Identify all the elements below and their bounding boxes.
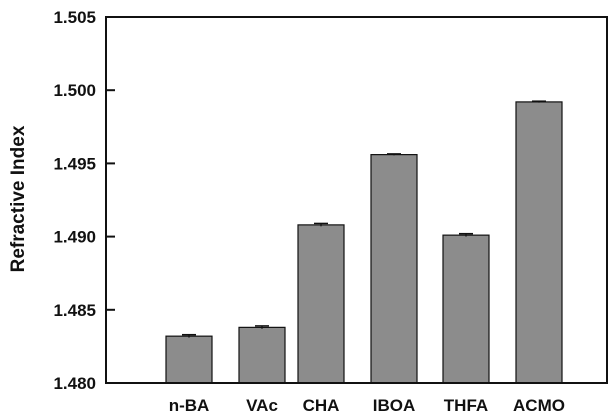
x-category-label: THFA — [444, 396, 488, 415]
y-tick-label: 1.485 — [53, 301, 96, 320]
bar — [442, 234, 490, 384]
y-tick-label: 1.505 — [53, 8, 96, 27]
y-tick-label: 1.490 — [53, 228, 96, 247]
x-category-label: VAc — [246, 396, 278, 415]
bar — [515, 101, 563, 384]
bar — [238, 326, 286, 384]
x-category-label: ACMO — [513, 396, 565, 415]
y-axis-ticks: 1.480 1.485 1.490 1.495 1.500 1.505 — [53, 8, 115, 393]
x-category-label: CHA — [303, 396, 340, 415]
y-tick-label: 1.500 — [53, 81, 96, 100]
bar — [370, 154, 418, 384]
plot-frame — [105, 16, 608, 384]
x-category-label: IBOA — [373, 396, 416, 415]
x-category-label: n-BA — [169, 396, 210, 415]
x-axis-labels: n-BA VAc CHA IBOA THFA ACMO — [169, 396, 565, 415]
bars-group — [165, 100, 563, 384]
y-tick-label: 1.495 — [53, 154, 96, 173]
y-tick-label: 1.480 — [53, 374, 96, 393]
y-axis-title: Refractive Index — [8, 125, 29, 272]
bar — [165, 335, 213, 384]
bar — [297, 224, 345, 384]
